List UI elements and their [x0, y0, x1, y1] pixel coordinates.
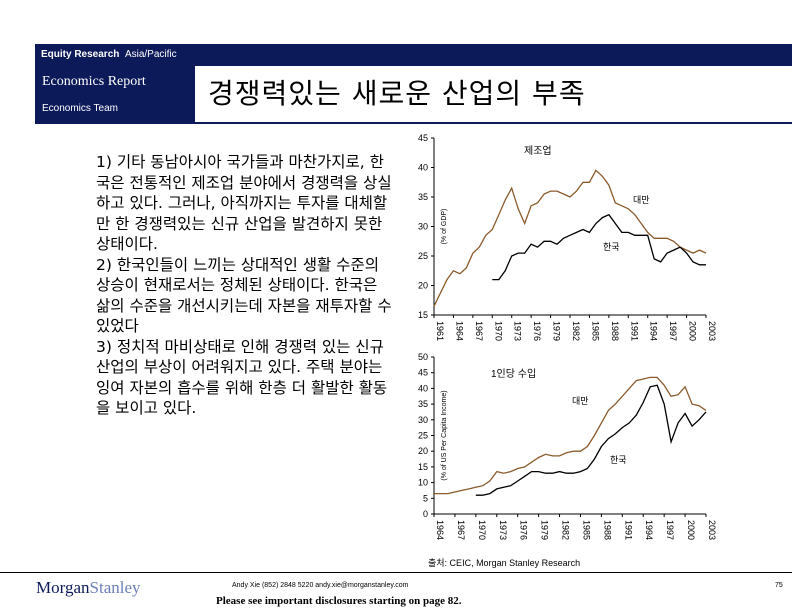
- x-tick-label: 1979: [540, 520, 550, 540]
- x-tick-label: 1994: [644, 520, 654, 540]
- disclosure-note: Please see important disclosures startin…: [216, 595, 462, 607]
- chart-title: 1인당 수입: [491, 367, 536, 380]
- x-tick-label: 1973: [498, 520, 508, 540]
- paragraph-3: 3) 정치적 마비상태로 인해 경쟁력 있는 신규 산업의 부상이 어려워지고 …: [96, 337, 388, 418]
- x-tick-label: 1988: [610, 321, 620, 341]
- y-tick-label: 45: [418, 368, 428, 378]
- y-tick-label: 0: [423, 509, 428, 519]
- x-tick-label: 1961: [435, 321, 445, 341]
- y-tick-label: 35: [418, 192, 428, 202]
- y-tick-label: 15: [418, 310, 428, 320]
- x-tick-label: 2000: [688, 321, 698, 341]
- x-tick-label: 1985: [590, 321, 600, 341]
- x-tick-label: 1976: [532, 321, 542, 341]
- x-tick-label: 1967: [456, 520, 466, 540]
- y-tick-label: 25: [418, 431, 428, 441]
- paragraph-2: 2) 한국인들이 느끼는 상대적인 생활 수준의 상승이 현재로서는 정체된 상…: [96, 255, 392, 336]
- series-label: 한국: [610, 455, 627, 465]
- x-tick-label: 1970: [493, 321, 503, 341]
- y-tick-label: 25: [418, 251, 428, 261]
- x-tick-label: 2000: [686, 520, 696, 540]
- y-tick-label: 40: [418, 163, 428, 173]
- y-tick-label: 35: [418, 399, 428, 409]
- x-tick-label: 1979: [552, 321, 562, 341]
- x-tick-label: 1997: [668, 321, 678, 341]
- report-info-box: Economics Report Economics Team: [35, 66, 195, 124]
- team-name: Economics Team: [42, 103, 118, 114]
- y-tick-label: 30: [418, 222, 428, 232]
- y-tick-label: 40: [418, 383, 428, 393]
- x-tick-label: 1973: [513, 321, 523, 341]
- y-tick-label: 5: [423, 493, 428, 503]
- chart-title: 제조업: [524, 144, 552, 157]
- x-tick-label: 1982: [571, 321, 581, 341]
- y-tick-label: 10: [418, 478, 428, 488]
- source-note: 출처: CEIC, Morgan Stanley Research: [428, 558, 581, 568]
- x-tick-label: 1982: [561, 520, 571, 540]
- y-axis-label: (% of US Per Capita Income): [441, 390, 448, 480]
- series-label: 대만: [633, 195, 650, 205]
- y-tick-label: 20: [418, 446, 428, 456]
- y-tick-label: 15: [418, 462, 428, 472]
- series-line: [434, 376, 707, 495]
- x-tick-label: 2003: [707, 520, 717, 540]
- x-tick-label: 1976: [519, 520, 529, 540]
- x-tick-label: 1964: [454, 321, 464, 341]
- series-label: 대만: [572, 396, 589, 406]
- charts-area: 15 20 25 30 35 40 45 1961 1964 1967 1970 1973 1976 19…: [418, 133, 717, 540]
- x-tick-label: 1994: [649, 321, 659, 341]
- series-line: [475, 384, 707, 496]
- footer-rule: [0, 572, 792, 573]
- body-text: 1) 기타 동남아시아 국가들과 마찬가지로, 한국은 전통적인 제조업 분야에…: [96, 152, 392, 419]
- page-number: 75: [775, 582, 783, 589]
- x-tick-label: 1991: [629, 321, 639, 341]
- y-tick-label: 30: [418, 415, 428, 425]
- banner-title-bold: Equity Research: [41, 49, 120, 60]
- morgan-stanley-logo: MorganStanley: [36, 578, 141, 598]
- x-tick-label: 1985: [581, 520, 591, 540]
- y-axis-label: (% of GDP): [441, 209, 448, 245]
- author-contact: Andy Xie (852) 2848 5220 andy.xie@morgan…: [232, 582, 409, 589]
- x-tick-label: 1997: [665, 520, 675, 540]
- x-tick-label: 1991: [623, 520, 633, 540]
- page-title: 경쟁력있는 새로운 산업의 부족: [208, 77, 586, 110]
- top-banner: Equity Research Asia/Pacific: [35, 44, 792, 66]
- report-type: Economics Report: [42, 74, 146, 89]
- banner-text: Equity Research Asia/Pacific: [41, 49, 177, 60]
- x-tick-label: 1967: [474, 321, 484, 341]
- series-label: 한국: [603, 242, 620, 252]
- y-tick-label: 20: [418, 281, 428, 291]
- x-tick-label: 1970: [477, 520, 487, 540]
- logo-part-stanley: Stanley: [89, 578, 141, 597]
- series-line: [492, 213, 706, 281]
- y-tick-label: 45: [418, 133, 428, 143]
- y-tick-label: 50: [418, 352, 428, 362]
- banner-title-rest: Asia/Pacific: [124, 49, 177, 60]
- paragraph-1: 1) 기타 동남아시아 국가들과 마찬가지로, 한국은 전통적인 제조업 분야에…: [96, 153, 392, 253]
- series-line: [433, 169, 707, 307]
- header-rule: [195, 122, 792, 124]
- logo-part-morgan: Morgan: [36, 578, 90, 597]
- x-tick-label: 2003: [707, 321, 717, 341]
- x-tick-label: 1964: [435, 520, 445, 540]
- x-tick-label: 1988: [602, 520, 612, 540]
